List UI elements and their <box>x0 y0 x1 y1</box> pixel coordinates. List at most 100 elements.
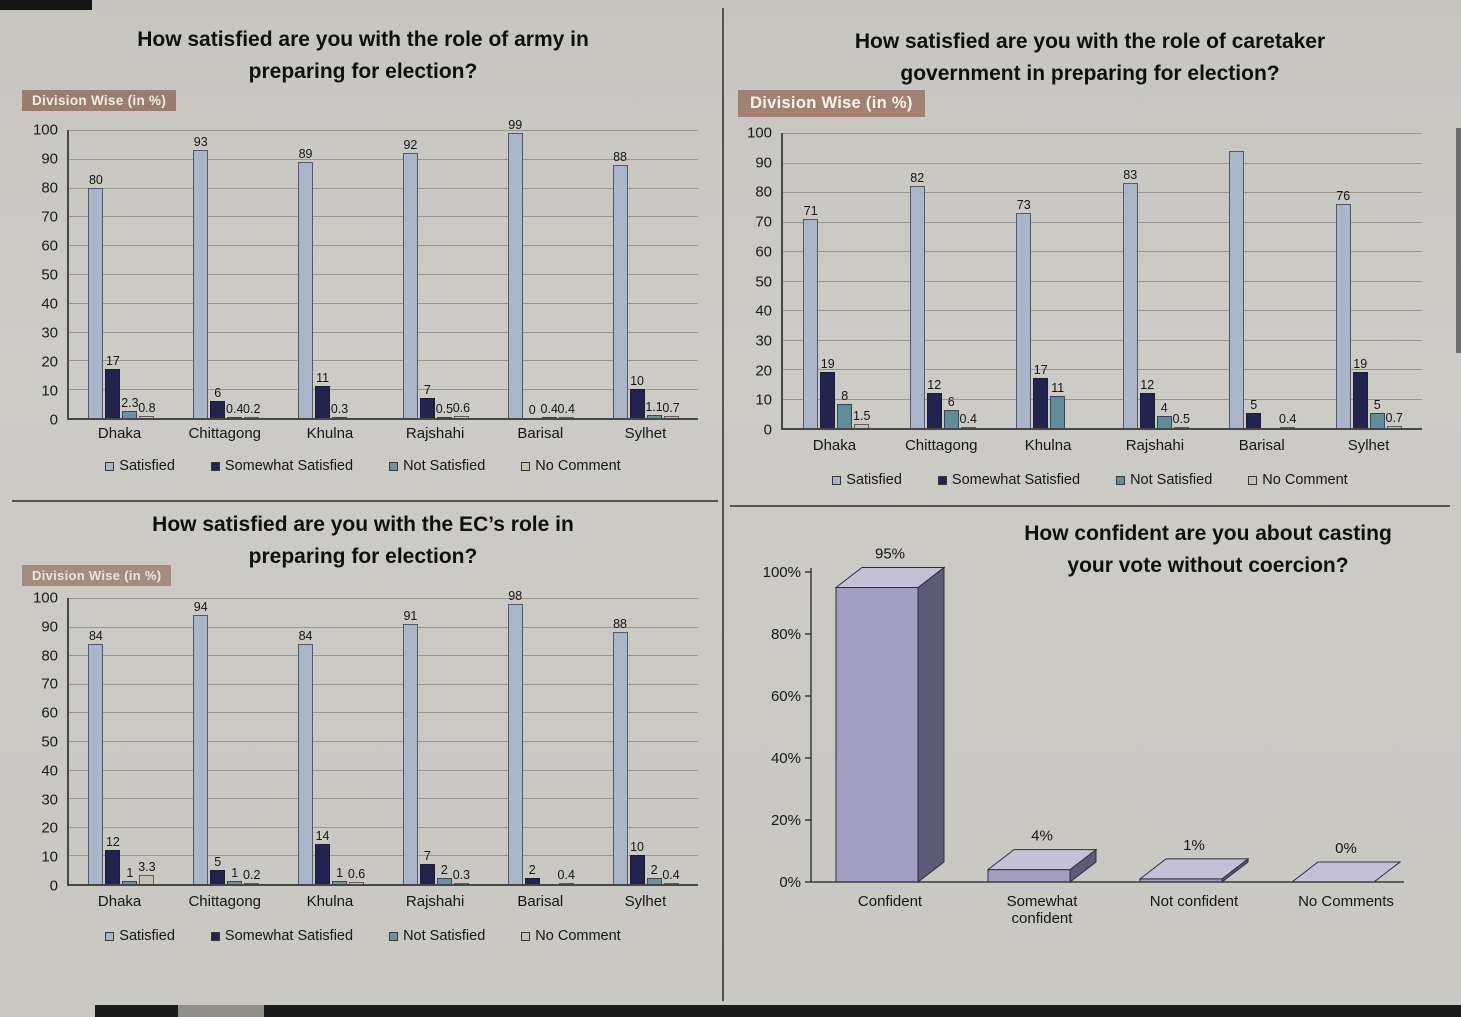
bar-value-label: 0.4 <box>540 401 558 416</box>
y-axis: 0 10 20 30 40 50 60 70 80 90 100 <box>22 590 64 895</box>
bar-value-label: 6 <box>214 385 222 400</box>
legend-label: No Comment <box>1262 472 1348 488</box>
bar-slot: 1.1 <box>645 130 663 418</box>
legend-swatch <box>389 461 399 471</box>
bar-value-label: 92 <box>403 138 418 153</box>
gridline <box>69 245 698 247</box>
y-tick-label: 20% <box>771 812 801 829</box>
bar-satisfied <box>507 132 523 418</box>
title-line-2: your vote without coercion? <box>1067 553 1349 577</box>
title-line-1: How satisfied are you with the role of c… <box>854 30 1326 53</box>
gridline <box>783 133 1422 134</box>
x-axis-label: Chittagong <box>904 437 978 454</box>
y-axis: 0 10 20 30 40 50 60 70 80 90 100 <box>22 122 64 429</box>
gridline <box>69 130 698 131</box>
x-axis-labels: Dhaka Chittagong Khulna Rajshahi Barisal Sylh… <box>67 425 698 445</box>
bar-no-comment <box>453 416 469 418</box>
legend: Satisfied Somewhat Satisfied Not Satisfied… <box>728 472 1452 488</box>
bar-slot: 5 <box>1246 133 1262 428</box>
legend-item: No Comment <box>521 458 621 474</box>
scan-artifact-right-edge <box>1456 128 1461 353</box>
y-tick-label: 100 <box>32 121 58 139</box>
chart-ec-quadrant: How satisfied are you with the EC’s role… <box>10 505 716 971</box>
bar-slot: 11 <box>1050 133 1066 428</box>
bar-slot <box>349 130 364 418</box>
legend: Satisfied Somewhat Satisfied Not Satisfied… <box>10 458 716 474</box>
x-axis-label: Rajshahi <box>405 893 465 910</box>
bar-value-label: 0.4 <box>1279 411 1297 426</box>
bar-value-label: 0.6 <box>452 401 471 416</box>
gridline <box>69 274 698 275</box>
bar-not-satisfied <box>227 881 243 884</box>
bar-not-satisfied <box>436 878 452 884</box>
y-axis: 0 10 20 30 40 50 60 70 80 90 100 <box>736 125 778 439</box>
bar-slot: 0.8 <box>138 130 156 418</box>
bar-not-satisfied <box>1156 416 1172 428</box>
bar-value-label: 5 <box>214 854 222 869</box>
y-tick-label: 60 <box>41 237 58 255</box>
bar-slot: 0.3 <box>331 130 348 418</box>
gridline <box>783 369 1422 370</box>
bar-no-comment <box>558 882 574 884</box>
bar-not-satisfied <box>122 881 138 884</box>
chart-caretaker-title: How satisfied are you with the role of c… <box>728 26 1452 89</box>
bar-slot: 83 <box>1122 133 1138 428</box>
y-tick-label: 0% <box>779 874 801 891</box>
horizontal-divider-right <box>730 505 1450 507</box>
x-axis-label: Khulna <box>1024 437 1072 454</box>
bar-value-label: 95% <box>875 546 905 563</box>
bar-value-label: 0.6 <box>347 867 366 882</box>
x-axis-label: Sylhet <box>1347 437 1390 454</box>
legend-item: Satisfied <box>105 458 175 474</box>
gridline <box>783 398 1422 400</box>
y-tick-label: 100 <box>32 589 58 607</box>
x-axis-label: Khulna <box>306 893 354 910</box>
category-group: 98 2 0.4 <box>488 589 593 884</box>
bar-slot: 76 <box>1335 133 1351 428</box>
x-axis-label: Sylhet <box>624 425 667 442</box>
bar-slot: 0.2 <box>243 598 260 884</box>
bar-groups: 71 19 8 1.5 82 12 6 0.4 73 17 11 83 12 4 0.5 5 0.4 76 19 5 0… <box>783 133 1422 428</box>
legend-item: Not Satisfied <box>389 458 485 474</box>
bar-not-satisfied <box>1050 395 1066 428</box>
bar-slot: 12 <box>105 598 121 884</box>
legend-label: Not Satisfied <box>1130 472 1213 488</box>
bar-value-label: 0 <box>528 403 536 417</box>
bar-value-label: 11 <box>316 371 330 386</box>
bar-no-comment <box>1173 426 1189 428</box>
bar-slot: 0.4 <box>1279 133 1297 428</box>
bar-value-label: 88 <box>613 149 627 164</box>
legend-label: Satisfied <box>119 458 175 474</box>
bar-satisfied <box>803 218 819 428</box>
x-axis-label: Chittagong <box>188 425 262 442</box>
bar-slot: 0.2 <box>243 130 260 418</box>
legend-item: Somewhat Satisfied <box>210 928 353 944</box>
bar-slot: 6 <box>943 133 959 428</box>
bar-not-satisfied <box>541 416 557 418</box>
y-tick-label: 80% <box>771 626 801 643</box>
bar-no-comment <box>244 883 260 884</box>
bar-slot: 17 <box>1033 133 1049 428</box>
x-axis-labels: Dhaka Chittagong Khulna Rajshahi Barisal Sylh… <box>67 893 698 913</box>
y-tick-label: 90 <box>41 150 58 168</box>
x-axis-label: Khulna <box>306 425 354 442</box>
gridline <box>69 187 698 189</box>
division-wise-badge: Division Wise (in %) <box>22 565 172 586</box>
y-tick-label: 20 <box>41 353 58 371</box>
bar-no-comment <box>663 882 679 884</box>
bar-slot: 0.4 <box>540 130 558 418</box>
gridline <box>69 769 698 771</box>
bar-somewhat-satisfied <box>629 389 645 418</box>
x-axis-label: Confident <box>858 893 923 910</box>
bar-slot: 91 <box>402 598 418 884</box>
bar-value-label: 1% <box>1183 837 1205 854</box>
bar-value-label: 91 <box>403 608 418 623</box>
bar-value-label: 19 <box>820 356 835 371</box>
bar-not-satisfied <box>943 410 959 428</box>
y-tick-label: 30 <box>41 324 58 342</box>
bar-value-label: 4 <box>1160 401 1168 416</box>
bar-slot: 0.4 <box>226 130 243 418</box>
bar-value-label: 5 <box>1373 398 1381 413</box>
legend-item: Satisfied <box>105 928 175 944</box>
bar-value-label: 0% <box>1335 840 1357 857</box>
